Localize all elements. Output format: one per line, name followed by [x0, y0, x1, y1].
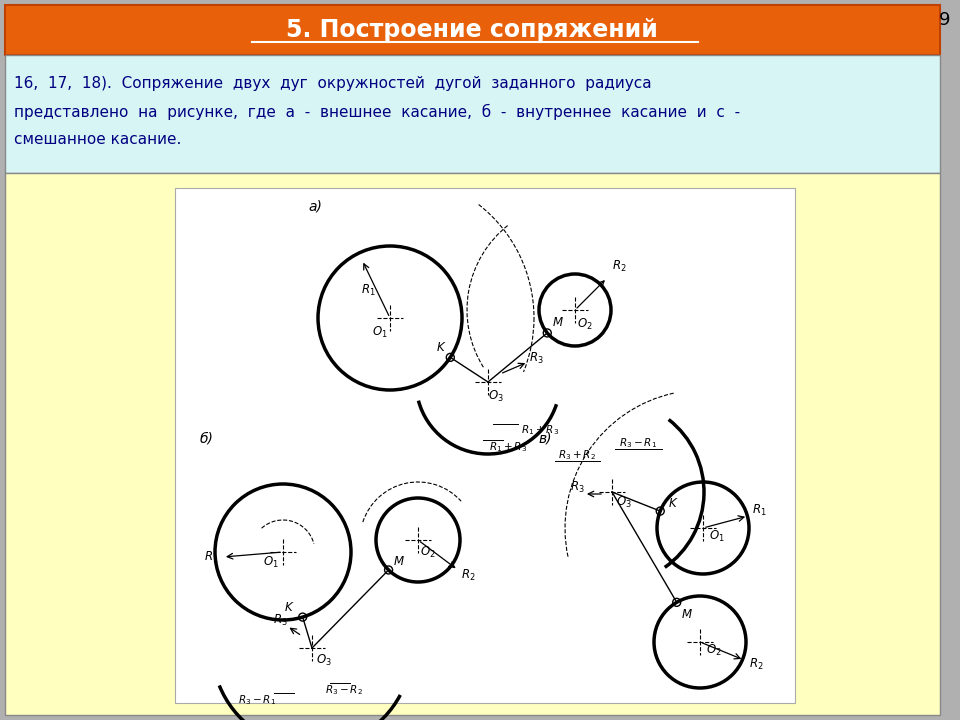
Text: $O_3$: $O_3$ [316, 652, 332, 667]
Text: 5. Построение сопряжений: 5. Построение сопряжений [286, 18, 658, 42]
Text: $O_1$: $O_1$ [709, 528, 725, 544]
Text: $O_1$: $O_1$ [372, 325, 388, 340]
Bar [5, 55, 940, 173]
Text: $R_1$: $R_1$ [361, 282, 375, 297]
Bar [5, 5, 940, 55]
Bar [5, 173, 940, 715]
Text: $R_2$: $R_2$ [612, 258, 626, 274]
Text: 16,  17,  18).  Сопряжение  двух  дуг  окружностей  дугой  заданного  радиуса: 16, 17, 18). Сопряжение двух дуг окружно… [14, 76, 652, 91]
Text: $R_3-R_1$: $R_3-R_1$ [619, 436, 657, 450]
Bar [175, 188, 795, 703]
Text: в): в) [538, 431, 551, 445]
Text: $O_2$: $O_2$ [577, 317, 593, 331]
Text: $R_1$: $R_1$ [204, 549, 218, 564]
Text: M: M [682, 608, 692, 621]
Text: смешанное касание.: смешанное касание. [14, 132, 181, 147]
Text: $R_3+R_2$: $R_3+R_2$ [558, 448, 596, 462]
Text: K: K [437, 341, 444, 354]
Text: $R_3$: $R_3$ [273, 613, 287, 628]
Text: $O_2$: $O_2$ [420, 544, 436, 559]
Text: представлено  на  рисунке,  где  а  -  внешнее  касание,  б  -  внутреннее  каса: представлено на рисунке, где а - внешнее… [14, 104, 740, 120]
Text: а): а) [308, 200, 322, 214]
Text: б): б) [200, 431, 214, 445]
Text: K: K [285, 600, 293, 613]
Text: $O_3$: $O_3$ [616, 495, 632, 510]
Text: M: M [552, 317, 563, 330]
Text: $R_3-R_2$: $R_3-R_2$ [325, 683, 363, 697]
Text: $O_1$: $O_1$ [263, 554, 278, 570]
Text: $R_3$: $R_3$ [529, 351, 543, 366]
Text: $R_1+R_3$: $R_1+R_3$ [489, 440, 527, 454]
Text: $R_2$: $R_2$ [461, 567, 475, 582]
Text: 9: 9 [939, 11, 950, 29]
Text: $R_2$: $R_2$ [749, 657, 763, 672]
Text: M: M [394, 555, 403, 569]
Text: $R_3$: $R_3$ [569, 480, 585, 495]
Text: $R_1$: $R_1$ [752, 503, 766, 518]
Text: $O_3$: $O_3$ [488, 389, 504, 403]
Text: $O_2$: $O_2$ [707, 642, 722, 657]
Text: $R_3-R_1$: $R_3-R_1$ [238, 693, 276, 707]
Text: K: K [668, 497, 676, 510]
Text: $R_1+R_3$: $R_1+R_3$ [521, 423, 559, 437]
